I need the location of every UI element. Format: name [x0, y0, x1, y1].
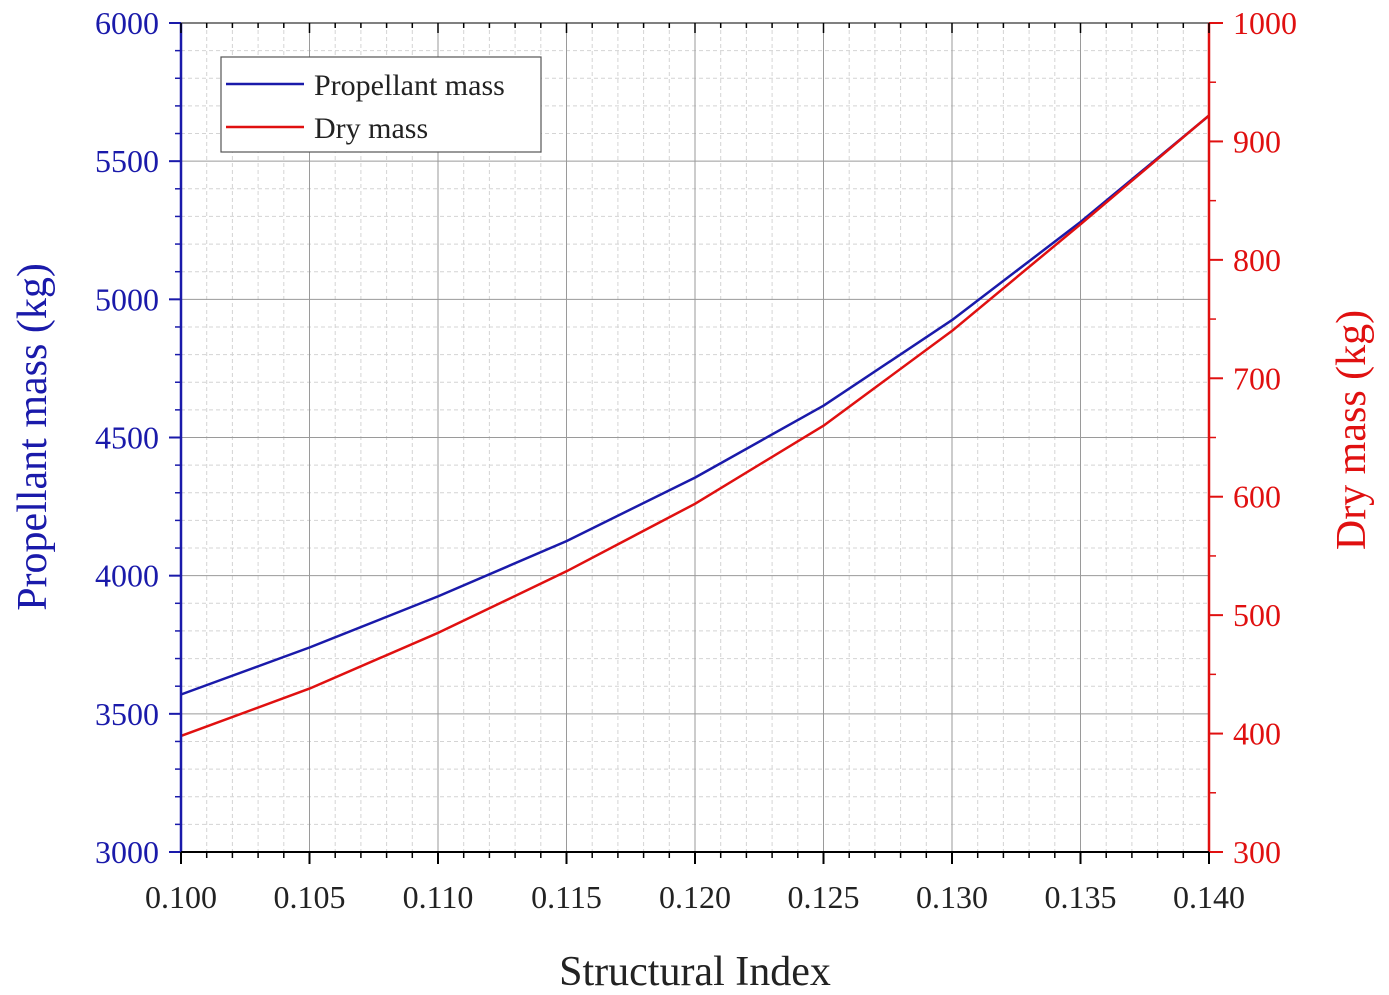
legend-label-dry: Dry mass: [314, 112, 428, 145]
left-tick-label: 3500: [95, 696, 159, 732]
right-tick-label: 300: [1233, 834, 1281, 870]
right-tick-label: 600: [1233, 479, 1281, 515]
left-tick-label: 6000: [95, 5, 159, 41]
dry-mass-line: [180, 114, 1210, 738]
bottom-axis: 0.100 0.105 0.110 0.115 0.120 0.125 0.130 0.135…: [145, 23, 1245, 915]
propellant-mass-line: [180, 114, 1210, 696]
y-axis-label-right: Dry mass (kg): [1329, 310, 1375, 550]
left-tick-label: 3000: [95, 834, 159, 870]
right-axis: 300 400 500 600 700 800 900 1000: [1207, 5, 1297, 870]
legend-box: [220, 56, 542, 153]
x-tick-label: 0.135: [1045, 879, 1117, 915]
x-tick-label: 0.100: [145, 879, 217, 915]
right-tick-label: 500: [1233, 597, 1281, 633]
x-tick-label: 0.110: [403, 879, 474, 915]
right-tick-label: 800: [1233, 242, 1281, 278]
left-tick-label: 4500: [95, 420, 159, 456]
left-tick-label: 5500: [95, 143, 159, 179]
right-tick-label: 900: [1233, 123, 1281, 159]
x-tick-label: 0.120: [659, 879, 731, 915]
x-tick-label: 0.125: [788, 879, 860, 915]
y-axis-label-left: Propellant mass (kg): [10, 263, 56, 611]
left-axis: 3000 3500 4000 4500 5000 5500 6000: [95, 5, 183, 870]
x-axis-label: Structural Index: [559, 949, 831, 995]
right-tick-label: 400: [1233, 716, 1281, 752]
x-tick-label: 0.105: [274, 879, 346, 915]
left-tick-label: 4000: [95, 558, 159, 594]
right-tick-label: 700: [1233, 360, 1281, 396]
legend-label-propellant: Propellant mass: [314, 69, 505, 102]
right-tick-label: 1000: [1233, 5, 1297, 41]
x-tick-label: 0.140: [1173, 879, 1245, 915]
x-tick-label: 0.115: [531, 879, 602, 915]
left-tick-label: 5000: [95, 281, 159, 317]
legend: Propellant mass Dry mass: [220, 56, 542, 153]
x-tick-label: 0.130: [916, 879, 988, 915]
